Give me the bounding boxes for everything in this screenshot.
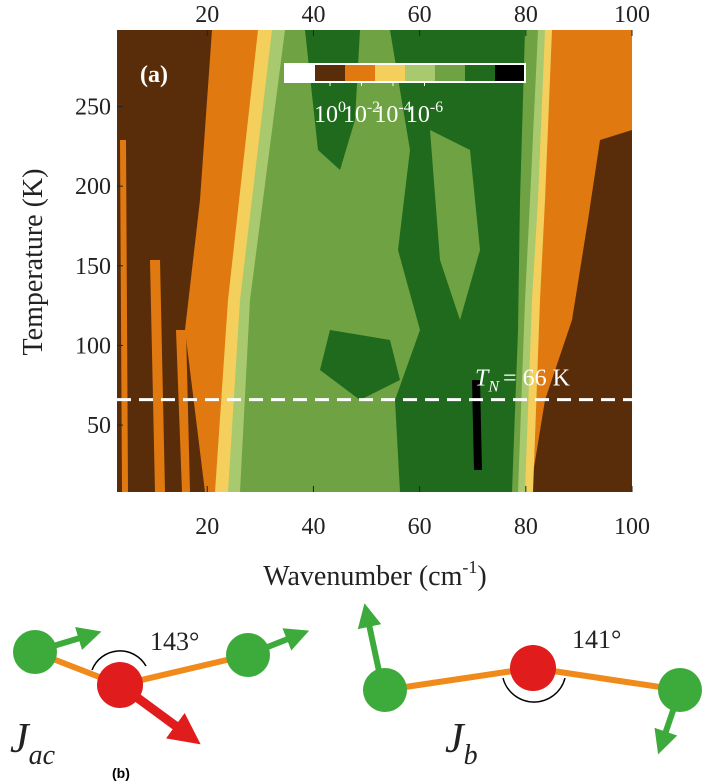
y-axis-title: Temperature (K) bbox=[18, 169, 49, 356]
x2-tick-label: 20 bbox=[195, 2, 219, 28]
colorbar-swatch bbox=[465, 64, 495, 82]
colorbar-swatch bbox=[285, 64, 315, 82]
colorbar-label-exponent: -4 bbox=[398, 99, 411, 116]
annotation-subscript: N bbox=[487, 379, 500, 396]
x-tick-label: 60 bbox=[408, 514, 432, 540]
coupling-label: Jb bbox=[445, 716, 478, 771]
colorbar-label-base: 10 bbox=[314, 102, 338, 128]
colorbar-label-base: 10 bbox=[374, 102, 398, 128]
colorbar-label-base: 10 bbox=[406, 102, 430, 128]
coupling-symbol: J bbox=[10, 716, 31, 762]
colorbar-swatch bbox=[375, 64, 405, 82]
colorbar-label: 10-2 bbox=[343, 99, 380, 128]
annotation-symbol: T bbox=[475, 366, 490, 392]
coupling-subscript: b bbox=[464, 740, 478, 771]
coupling-symbol: J bbox=[445, 716, 466, 762]
x2-tick-label: 80 bbox=[514, 2, 538, 28]
colorbar-label-exponent: -2 bbox=[367, 99, 380, 116]
x-tick-label: 40 bbox=[301, 514, 325, 540]
y-tick-label: 150 bbox=[75, 254, 111, 280]
x2-tick-label: 60 bbox=[408, 2, 432, 28]
colorbar-label-base: 10 bbox=[343, 102, 367, 128]
y-tick-label: 250 bbox=[75, 94, 111, 120]
colorbar-swatch bbox=[345, 64, 375, 82]
contour-map bbox=[117, 30, 632, 492]
x2-tick-label: 100 bbox=[614, 2, 650, 28]
x-tick-label: 20 bbox=[195, 514, 219, 540]
coupling-subscript: ac bbox=[29, 740, 56, 771]
colorbar-label-exponent: 0 bbox=[338, 99, 346, 116]
coupling-label: Jac bbox=[10, 716, 56, 771]
x-axis-title-exponent: -1 bbox=[462, 557, 477, 577]
angle-label: 141° bbox=[572, 625, 621, 654]
y-tick-label: 50 bbox=[87, 413, 111, 439]
x-axis-title-text: Wavenumber (cm bbox=[263, 561, 462, 592]
angle-label: 143° bbox=[150, 627, 199, 656]
x-axis-title-suffix: ) bbox=[477, 561, 486, 592]
panel-label: (b) bbox=[112, 765, 130, 781]
x-tick-label: 80 bbox=[514, 514, 538, 540]
annotation-text: = 66 K bbox=[503, 366, 571, 392]
y-tick-label: 100 bbox=[75, 333, 111, 359]
x-tick-label: 100 bbox=[614, 514, 650, 540]
colorbar-label-exponent: -6 bbox=[430, 99, 443, 116]
colorbar-swatch bbox=[435, 64, 465, 82]
colorbar-label: 100 bbox=[314, 99, 346, 128]
colorbar-swatch bbox=[315, 64, 345, 82]
x-axis-title: Wavenumber (cm-1) bbox=[263, 557, 486, 592]
annotation: TN = 66 K bbox=[475, 366, 571, 396]
colorbar-swatch bbox=[405, 64, 435, 82]
y-tick-label: 200 bbox=[75, 174, 111, 200]
colorbar-frame bbox=[284, 63, 526, 83]
panel-b: Jac 143° Jb 141° (b) bbox=[10, 603, 702, 781]
x2-tick-label: 40 bbox=[301, 2, 325, 28]
colorbar-label: 10-6 bbox=[406, 99, 443, 128]
colorbar-label: 10-4 bbox=[374, 99, 411, 128]
colorbar-swatch bbox=[495, 64, 525, 82]
panel-label: (a) bbox=[140, 62, 168, 88]
